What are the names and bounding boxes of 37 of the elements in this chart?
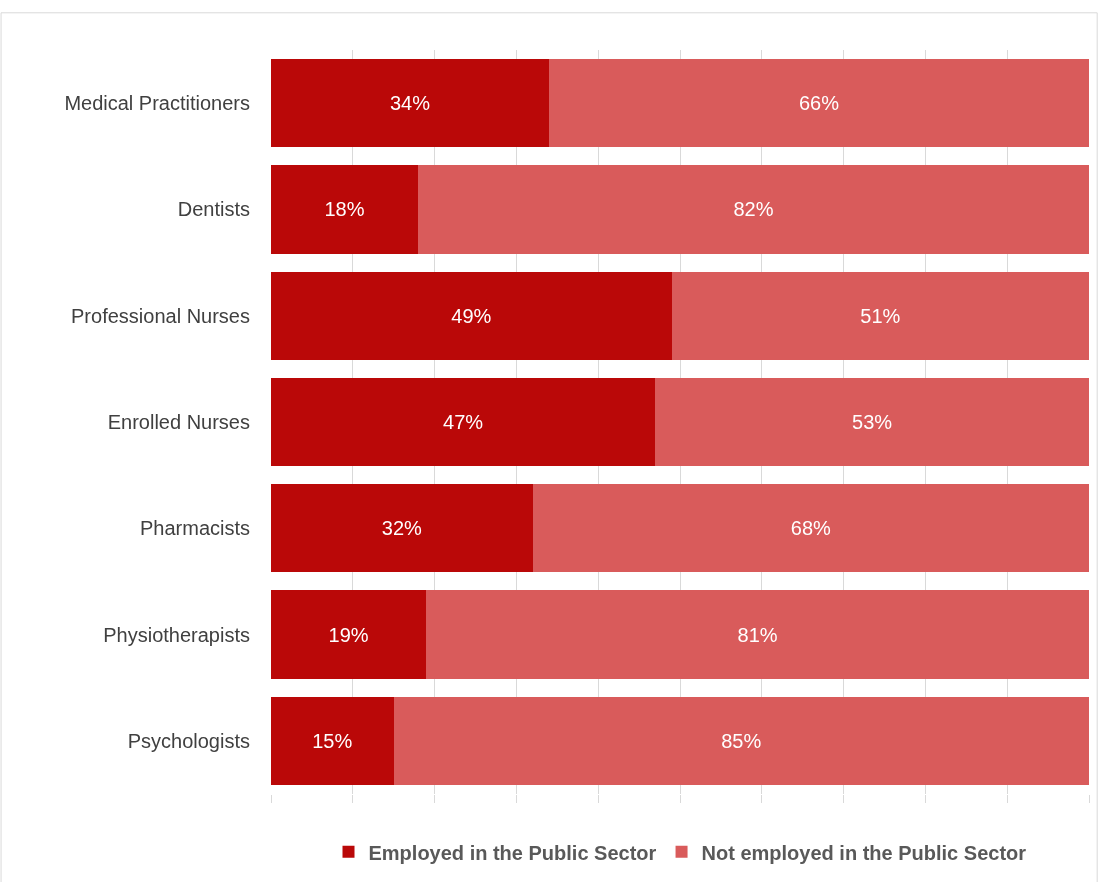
- y-tick-label: Professional Nurses: [71, 304, 250, 327]
- data-label: 53%: [852, 411, 893, 433]
- data-label: 66%: [798, 92, 840, 115]
- y-tick-label: Psychologists: [127, 729, 250, 752]
- data-label: 49%: [451, 304, 492, 327]
- bar: [271, 165, 419, 254]
- bar: [271, 484, 533, 573]
- y-tick-label: Enrolled Nurses: [107, 411, 250, 433]
- data-label: 81%: [737, 623, 778, 646]
- legend-label: Employed in the Public Sector: [368, 841, 657, 864]
- data-label: 85%: [721, 729, 762, 752]
- y-tick-label: Pharmacists: [139, 517, 250, 540]
- data-label: 68%: [790, 517, 831, 540]
- bar: [271, 377, 656, 467]
- data-label: 82%: [733, 198, 774, 221]
- y-tick-label: Physiotherapists: [103, 623, 250, 646]
- bar: [532, 484, 1089, 573]
- bar: [671, 271, 1089, 360]
- data-label: 19%: [328, 623, 369, 646]
- bar: [418, 165, 1089, 254]
- data-label: 51%: [860, 304, 901, 327]
- data-label: 15%: [312, 729, 353, 752]
- bar: [393, 696, 1089, 785]
- legend-label: Not employed in the Public Sector: [701, 841, 1027, 864]
- y-tick-label: Dentists: [177, 198, 250, 221]
- bar: [271, 271, 672, 360]
- data-label: 34%: [389, 92, 431, 115]
- bar: [549, 59, 1089, 148]
- bar: [426, 590, 1089, 679]
- bar: [655, 377, 1089, 467]
- bar: [271, 590, 427, 679]
- y-tick-label: Medical Practitioners: [64, 92, 250, 115]
- data-label: 18%: [324, 198, 365, 221]
- data-label: 32%: [381, 517, 422, 540]
- bar: [271, 696, 394, 785]
- bar: [271, 59, 550, 148]
- data-label: 47%: [443, 411, 484, 433]
